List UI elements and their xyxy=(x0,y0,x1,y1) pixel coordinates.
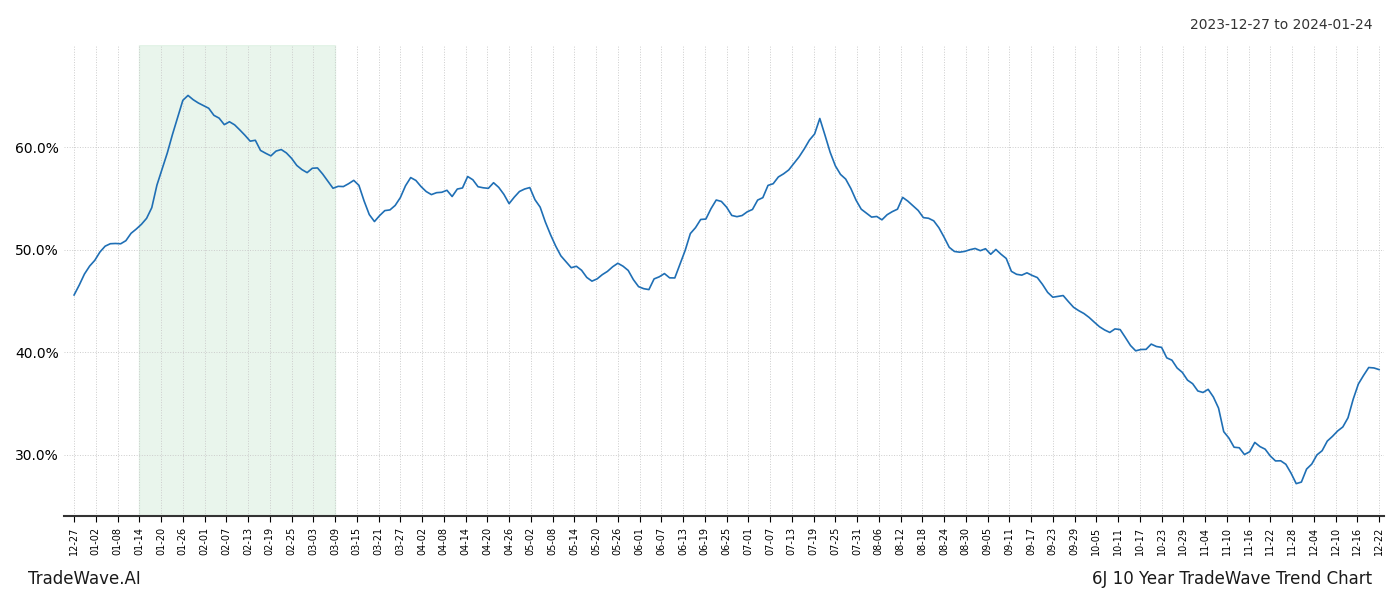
Text: 2023-12-27 to 2024-01-24: 2023-12-27 to 2024-01-24 xyxy=(1190,18,1372,32)
Bar xyxy=(140,45,335,516)
Text: TradeWave.AI: TradeWave.AI xyxy=(28,570,141,588)
Text: 6J 10 Year TradeWave Trend Chart: 6J 10 Year TradeWave Trend Chart xyxy=(1092,570,1372,588)
